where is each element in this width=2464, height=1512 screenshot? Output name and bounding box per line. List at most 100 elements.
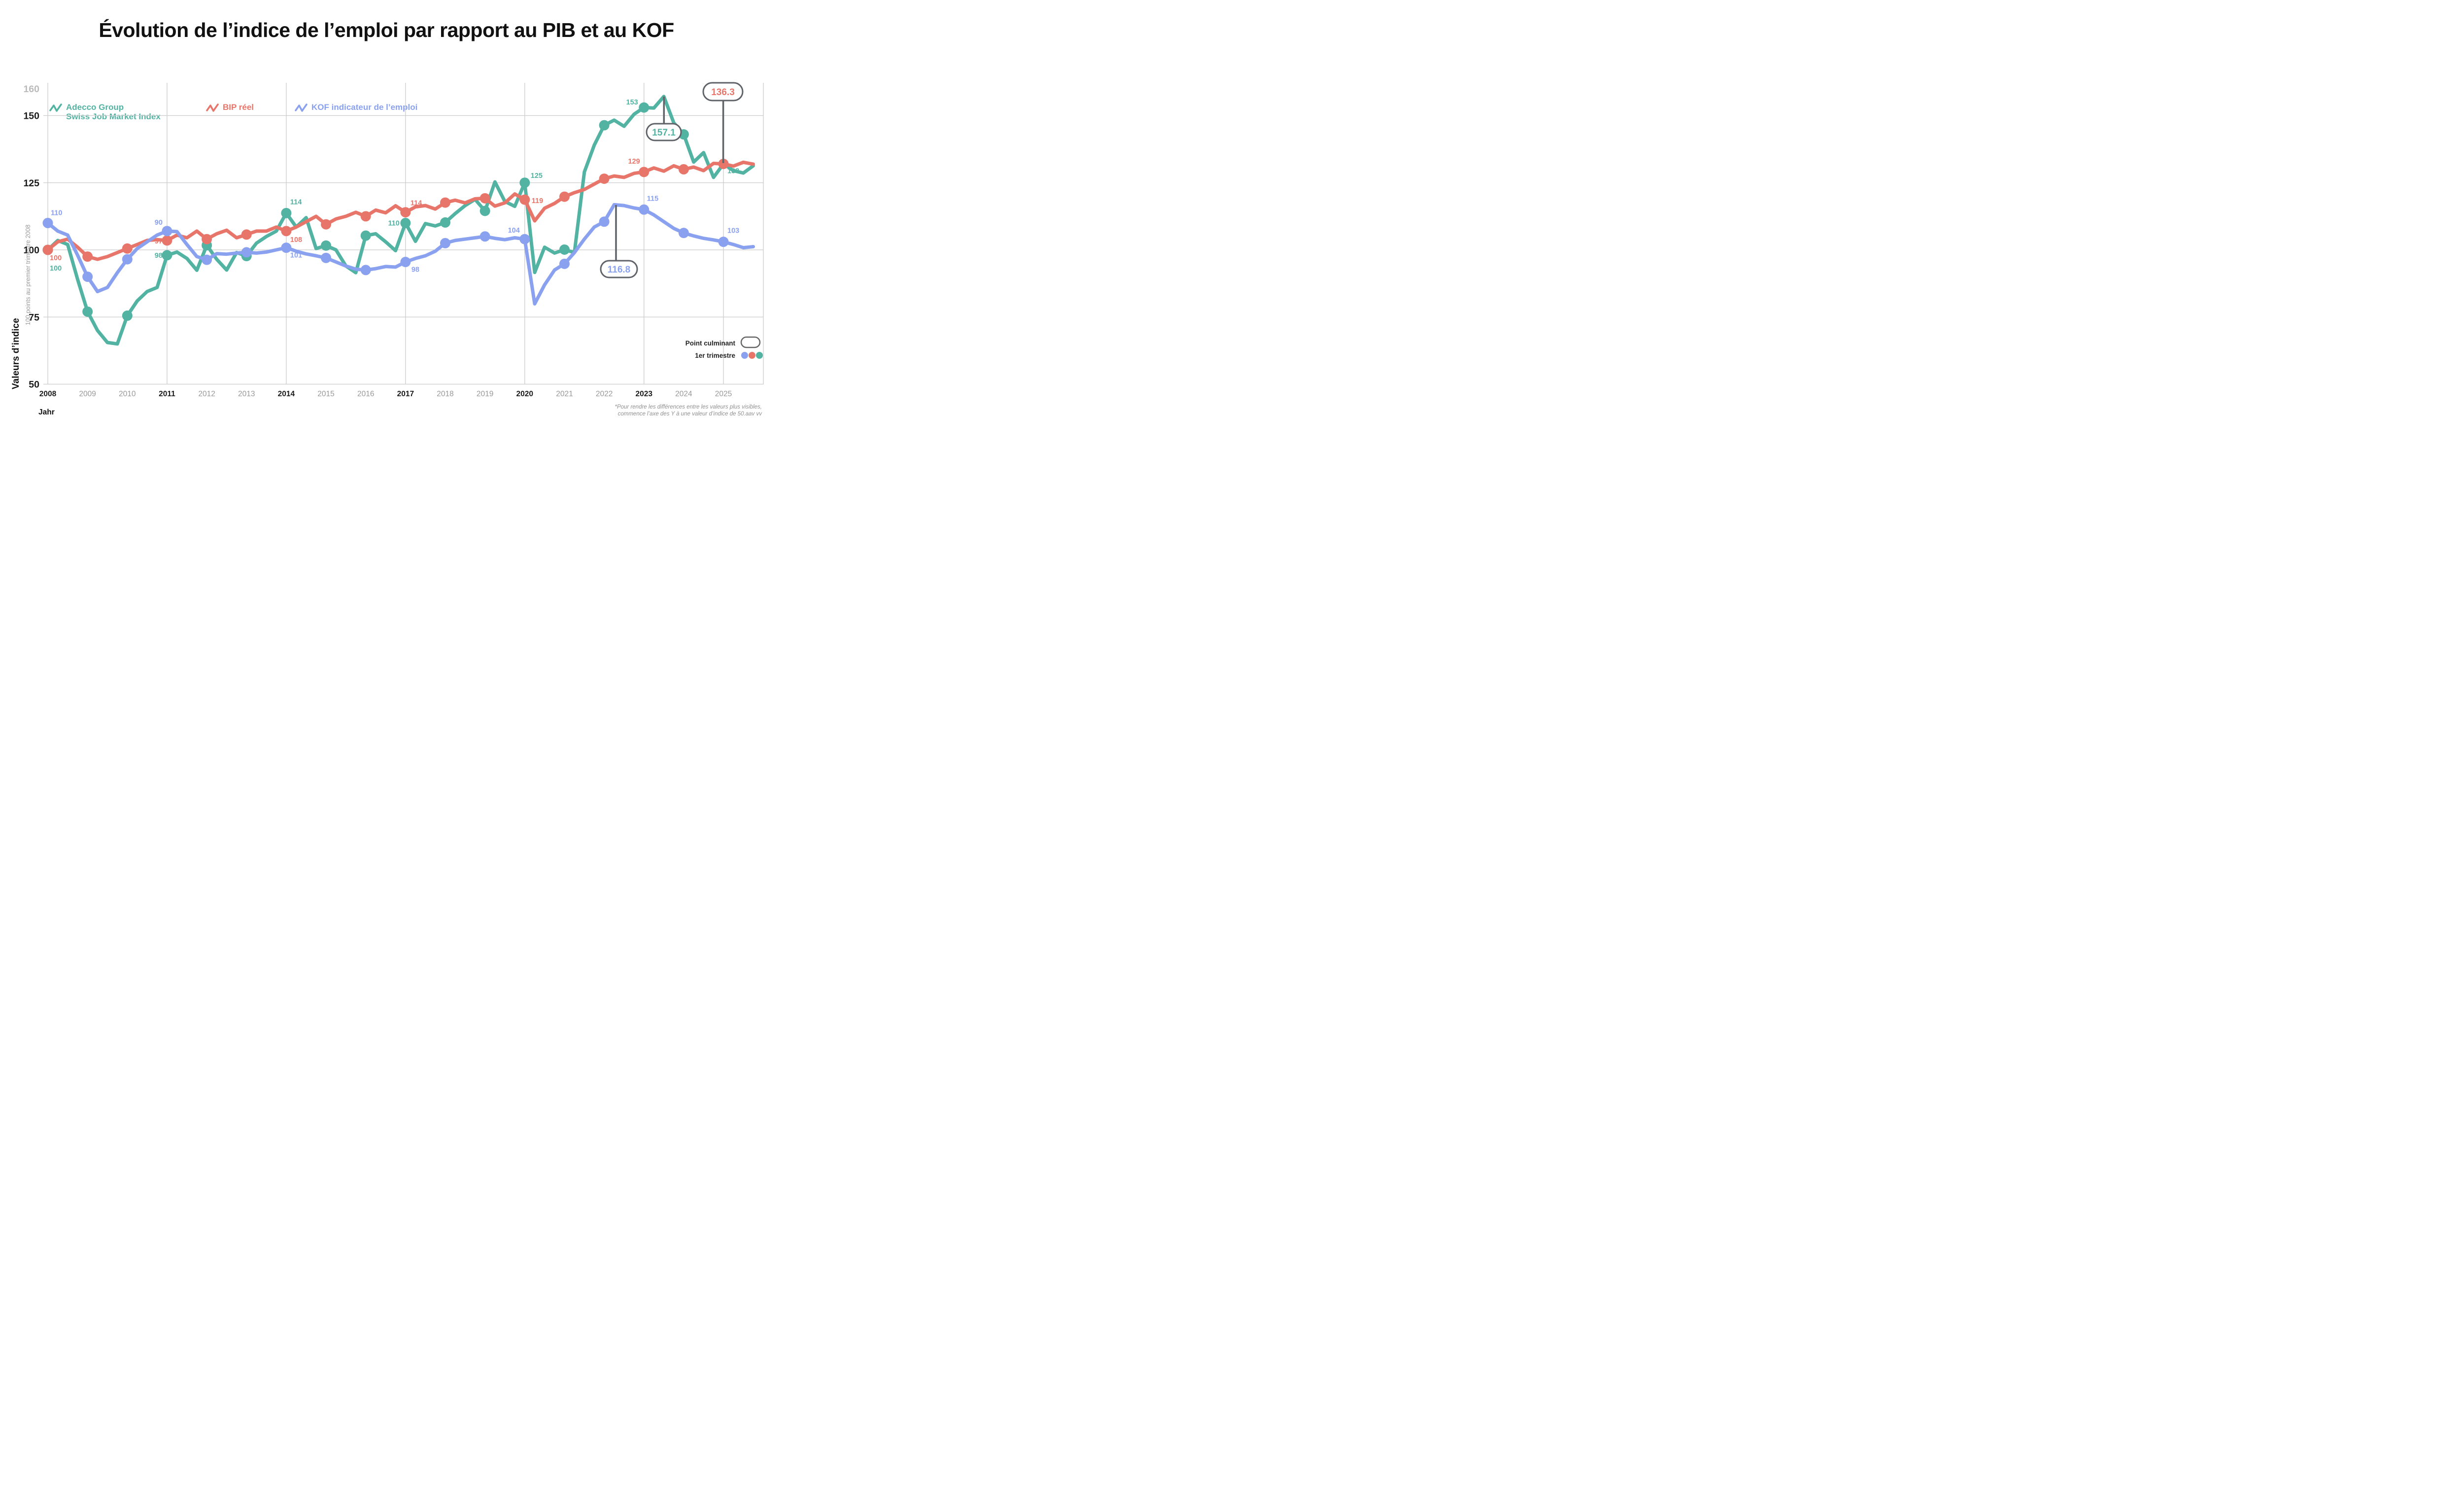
- y-tick-50: 50: [29, 379, 39, 390]
- q1-dot: [42, 244, 53, 255]
- x-tick-2014: 2014: [278, 390, 295, 398]
- x-tick-2015: 2015: [317, 390, 334, 398]
- legend-item-bip: BIP réel: [206, 103, 254, 112]
- x-tick-2010: 2010: [119, 390, 136, 398]
- q1-dot: [162, 235, 172, 246]
- q1-dot: [241, 229, 252, 240]
- chart-legend: Adecco Group Swiss Job Market Index BIP …: [0, 51, 773, 121]
- q1-dot: [82, 306, 93, 317]
- y-tick-160: 160: [23, 84, 39, 95]
- q1-dot: [519, 177, 530, 188]
- q1-dot: [599, 173, 610, 184]
- q1-dot: [639, 167, 650, 177]
- q1-dot: [321, 240, 332, 251]
- q1-dot: [400, 207, 411, 218]
- q1-dot: [82, 251, 93, 262]
- x-tick-2023: 2023: [636, 390, 653, 398]
- q1-dot: [559, 244, 570, 255]
- legend-item-adecco: Adecco Group Swiss Job Market Index: [49, 103, 161, 121]
- q1-dot: [162, 250, 172, 261]
- infographic-page: Évolution de l’indice de l’emploi par ra…: [0, 0, 773, 421]
- q1-dot: [122, 243, 133, 254]
- y-axis-title: Valeurs d’indice: [11, 318, 21, 389]
- y-tick-75: 75: [29, 312, 39, 323]
- y-tick-100: 100: [23, 245, 39, 256]
- q1-dot: [479, 193, 490, 204]
- q1-dot: [321, 252, 332, 263]
- callout-box: [600, 260, 638, 278]
- point-label-kof-2023: 115: [647, 195, 658, 203]
- point-label-adecco-2011: 98: [155, 252, 163, 260]
- squiggle-line-icon: [206, 103, 219, 112]
- q1-dot: [639, 204, 650, 215]
- point-label-kof-2014: 101: [290, 252, 302, 260]
- gridlines: [43, 83, 764, 385]
- q1-dot: [479, 206, 490, 216]
- y-tick-125: 125: [23, 178, 39, 189]
- x-tick-2024: 2024: [675, 390, 692, 398]
- x-axis-title: Jahr: [38, 408, 55, 416]
- pill-icon: [740, 336, 761, 348]
- point-label-kof-2017: 98: [411, 266, 419, 274]
- point-label-bip-2011: 97: [155, 238, 163, 245]
- x-tick-2019: 2019: [477, 390, 493, 398]
- legend-item-kof: KOF indicateur de l’emploi: [295, 103, 417, 112]
- callout-value: 116.8: [608, 265, 631, 275]
- y-tick-labels: 160 150 125 100 75 50: [23, 84, 39, 390]
- q1-dot: [479, 231, 490, 242]
- q1-dot: [718, 237, 729, 247]
- y-tick-150: 150: [23, 111, 39, 122]
- q1-dot: [599, 216, 610, 227]
- q1-dot: [281, 226, 292, 237]
- x-tick-2012: 2012: [198, 390, 215, 398]
- point-label-adecco-2017: 110: [388, 220, 399, 228]
- q1-dots-kof: [42, 204, 729, 282]
- point-label-adecco-2025: 133: [727, 168, 739, 175]
- x-tick-2025: 2025: [715, 390, 732, 398]
- q1-dot: [122, 254, 133, 265]
- q1-dot: [440, 217, 450, 228]
- point-label-kof-2025: 103: [727, 227, 739, 235]
- q1-dot: [202, 254, 212, 265]
- point-label-bip-2008: 100: [50, 254, 62, 262]
- point-label-adecco-2008: 100: [50, 265, 62, 273]
- q1-dot: [360, 265, 371, 275]
- point-label-kof-2011: 90: [155, 219, 163, 227]
- q1-dot: [678, 228, 689, 239]
- point-label-kof-2020: 104: [508, 227, 520, 235]
- legend-1er-trimestre-label: 1er trimestre: [695, 352, 735, 359]
- point-label-bip-2020: 119: [532, 197, 543, 205]
- x-tick-2020: 2020: [516, 390, 533, 398]
- point-label-bip-2014: 108: [290, 236, 302, 244]
- q1-dot: [440, 197, 450, 208]
- point-label-bip-2017: 114: [411, 200, 422, 207]
- point-label-adecco-2014: 114: [290, 198, 302, 206]
- x-tick-2008: 2008: [39, 390, 57, 398]
- q1-dot: [400, 257, 411, 268]
- x-tick-2018: 2018: [437, 390, 453, 398]
- x-tick-labels: 2008 2009 2010 2011 2012 2013 2014 2015 2016 2017…: [38, 390, 732, 416]
- q1-dot: [241, 247, 252, 258]
- x-tick-2009: 2009: [79, 390, 96, 398]
- point-label-adecco-2023: 153: [626, 99, 638, 106]
- q1-dot: [281, 242, 292, 253]
- x-tick-2022: 2022: [596, 390, 613, 398]
- q1-dot: [162, 226, 172, 237]
- series-line-adecco: [46, 95, 755, 346]
- x-tick-2021: 2021: [556, 390, 573, 398]
- page-title: Évolution de l’indice de l’emploi par ra…: [99, 19, 674, 41]
- callout-adecco: 157.1: [646, 97, 682, 141]
- q1-dot: [559, 258, 570, 269]
- q1-dot: [82, 272, 93, 282]
- legend-label: Adecco Group Swiss Job Market Index: [66, 103, 161, 121]
- legend-label: KOF indicateur de l’emploi: [311, 103, 418, 112]
- q1-dot: [400, 218, 411, 228]
- footnote: *Pour rendre les différences entre les v…: [615, 404, 762, 417]
- point-labels: 110 100 100 90 97 98 114 108 101 114 110 98 125 119 10…: [50, 99, 739, 274]
- q1-dot: [321, 219, 332, 230]
- callout-bip: 136.3: [702, 82, 744, 163]
- q1-dot: [559, 191, 570, 202]
- point-label-adecco-2020: 125: [531, 172, 543, 180]
- point-label-bip-2023: 129: [628, 158, 640, 166]
